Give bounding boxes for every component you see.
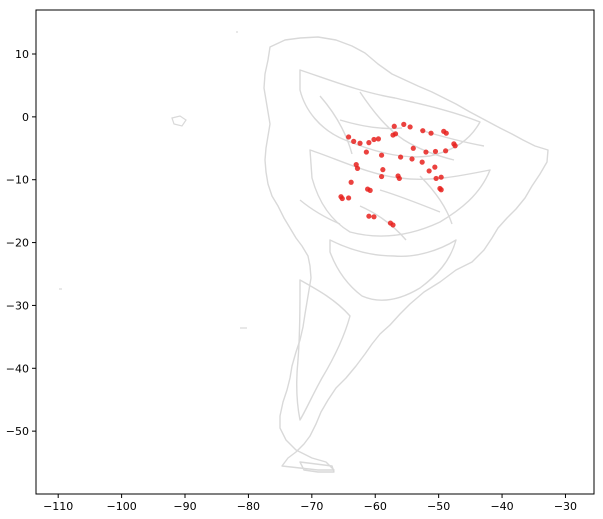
y-tick-label: 10 [15,48,29,61]
data-point [396,175,402,182]
south-america-outline [263,36,549,471]
data-point [346,195,352,201]
y-tick-label: −40 [6,362,29,375]
data-point [363,149,369,155]
inner-contour-2 [309,149,491,237]
data-point [390,222,396,228]
plot-frame [35,9,595,495]
y-tick-label: −50 [6,425,29,438]
data-point [438,174,444,180]
inner-contour-6 [299,175,453,241]
inner-contour-3 [329,239,457,301]
x-tick-label: −100 [106,500,136,513]
data-point [339,195,345,202]
galapagos-islands [171,115,187,127]
y-tick-label: −20 [6,237,29,250]
data-point [409,156,415,162]
x-tick-label: −110 [43,500,73,513]
x-tick-label: −60 [364,500,387,513]
y-axis: 10 0 −10 −20 −30 −40 −50 [6,48,36,438]
data-point [348,179,354,185]
inner-contour-1 [299,69,481,158]
basemap-layer [59,31,549,473]
data-point [420,128,426,134]
data-point [375,136,382,142]
x-tick-label: −70 [300,500,323,513]
y-tick-label: −10 [6,174,29,187]
data-point [401,121,407,127]
y-tick-label: 0 [22,111,29,124]
data-point [410,145,416,151]
data-point [371,214,377,220]
inner-contour-5 [319,91,485,161]
data-point [443,130,449,136]
data-point [398,154,404,160]
data-point [378,173,385,180]
x-tick-label: −80 [237,500,260,513]
data-point [423,149,429,155]
data-point [366,140,372,146]
fire-points-layer [338,121,458,228]
data-point [433,175,439,182]
x-tick-label: −50 [427,500,450,513]
data-point [407,124,413,130]
data-point [443,148,449,154]
data-point [354,165,361,171]
x-tick-label: −30 [554,500,577,513]
data-point [346,134,352,140]
data-point [366,213,372,219]
data-point [452,143,458,149]
data-point [367,187,373,193]
tierra-del-fuego [299,461,335,473]
x-axis: −110 −100 −90 −80 −70 −60 −50 −40 −30 [43,494,577,513]
data-point [432,148,439,155]
data-point [351,138,357,144]
y-tick-label: −30 [6,299,29,312]
data-point [438,187,444,193]
data-point [419,159,425,165]
data-point [428,130,434,136]
inner-contour-4 [295,279,351,421]
data-point [392,131,399,137]
data-point [378,152,385,158]
x-tick-label: −40 [490,500,513,513]
x-tick-label: −90 [173,500,196,513]
data-point [432,164,438,170]
data-point [391,123,397,129]
data-point [380,167,386,173]
data-point [426,168,432,174]
data-point [357,140,363,146]
data-point [371,136,377,143]
